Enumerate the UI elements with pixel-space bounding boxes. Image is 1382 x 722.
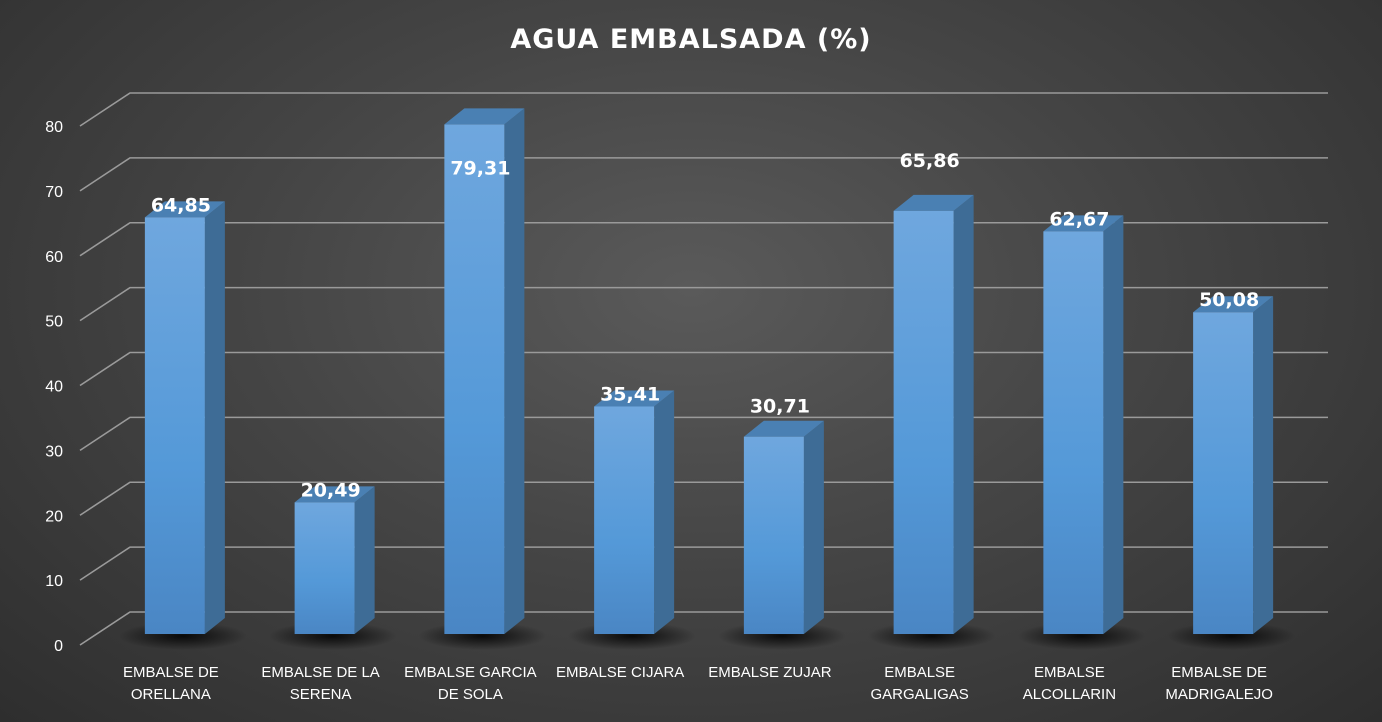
bar [893,194,974,635]
bar [294,486,375,634]
bar-front [444,124,505,634]
x-category-label: EMBALSE ZUJAR [708,664,832,681]
bar-front [1043,231,1104,634]
bar-side [654,390,675,634]
bar-top [444,108,525,125]
x-axis-categories: EMBALSE DE ORELLANA EMBALSE DE LA SERENA EMB… [123,664,1273,703]
x-category-label: EMBALSE DE LA SERENA [261,664,379,703]
data-labels: 64,85 20,49 79,31 35,41 30,71 65,86 62,67 50,08 [151,150,1259,502]
bar-side [803,420,824,634]
y-tick-label: 40 [45,379,63,396]
gridline [79,546,1328,581]
x-category-label: EMBALSE DE MADRIGALEJO [1165,664,1273,703]
bar-side [1253,296,1274,634]
bar-top [144,201,225,218]
y-tick-label: 10 [45,573,63,590]
bar-front [743,436,804,634]
x-category-label: EMBALSE CIJARA [556,664,684,681]
bar [743,420,824,634]
chart-title: AGUA EMBALSADA (%) [510,24,871,55]
data-label: 30,71 [750,396,810,418]
x-category-label: EMBALSE GARCIA DE SOLA [404,664,537,703]
gridlines [79,92,1328,646]
bar-front [144,217,205,634]
bar [444,108,525,635]
bar [144,201,225,634]
y-tick-label: 50 [45,314,63,331]
bar-top [1193,296,1274,313]
x-category-label: EMBALSE GARGALIGAS [870,664,968,703]
gridline [79,481,1328,516]
y-tick-label: 70 [45,184,63,201]
x-category-label: EMBALSE ALCOLLARIN [1023,664,1116,703]
bar-side [354,486,375,634]
bar-shadows [118,622,1296,650]
y-axis-ticks: 0 10 20 30 40 50 60 70 80 [45,119,63,655]
data-label: 20,49 [301,479,361,501]
bar-front [893,210,954,635]
gridline [79,92,1328,127]
bar-top [1043,215,1124,232]
y-tick-label: 60 [45,249,63,266]
bar [1043,215,1124,634]
bar-side [953,194,974,635]
bar-front [294,502,355,634]
bar-front [1193,312,1254,634]
bar-top [294,486,375,503]
data-label: 65,86 [900,150,960,172]
gridline [79,221,1328,257]
bar [594,390,675,634]
bar-side [1103,215,1124,634]
y-tick-label: 80 [45,119,63,136]
gridline [79,286,1328,322]
bar [1193,296,1274,634]
bar-top [594,390,675,407]
y-tick-label: 20 [45,508,63,525]
gridline [79,416,1328,452]
data-label: 62,67 [1049,208,1109,230]
data-label: 35,41 [600,383,660,405]
bar-top [743,420,824,437]
bar-side [204,201,225,634]
bar-side [504,108,525,635]
y-tick-label: 0 [54,638,63,655]
data-label: 79,31 [450,157,510,179]
data-label: 50,08 [1199,289,1259,311]
bar-front [594,406,655,634]
x-category-label: EMBALSE DE ORELLANA [123,664,219,703]
y-tick-label: 30 [45,443,63,460]
data-label: 64,85 [151,194,211,216]
bar-top [893,194,974,211]
gridline [79,157,1328,192]
gridline [79,351,1328,387]
bars [144,108,1274,635]
